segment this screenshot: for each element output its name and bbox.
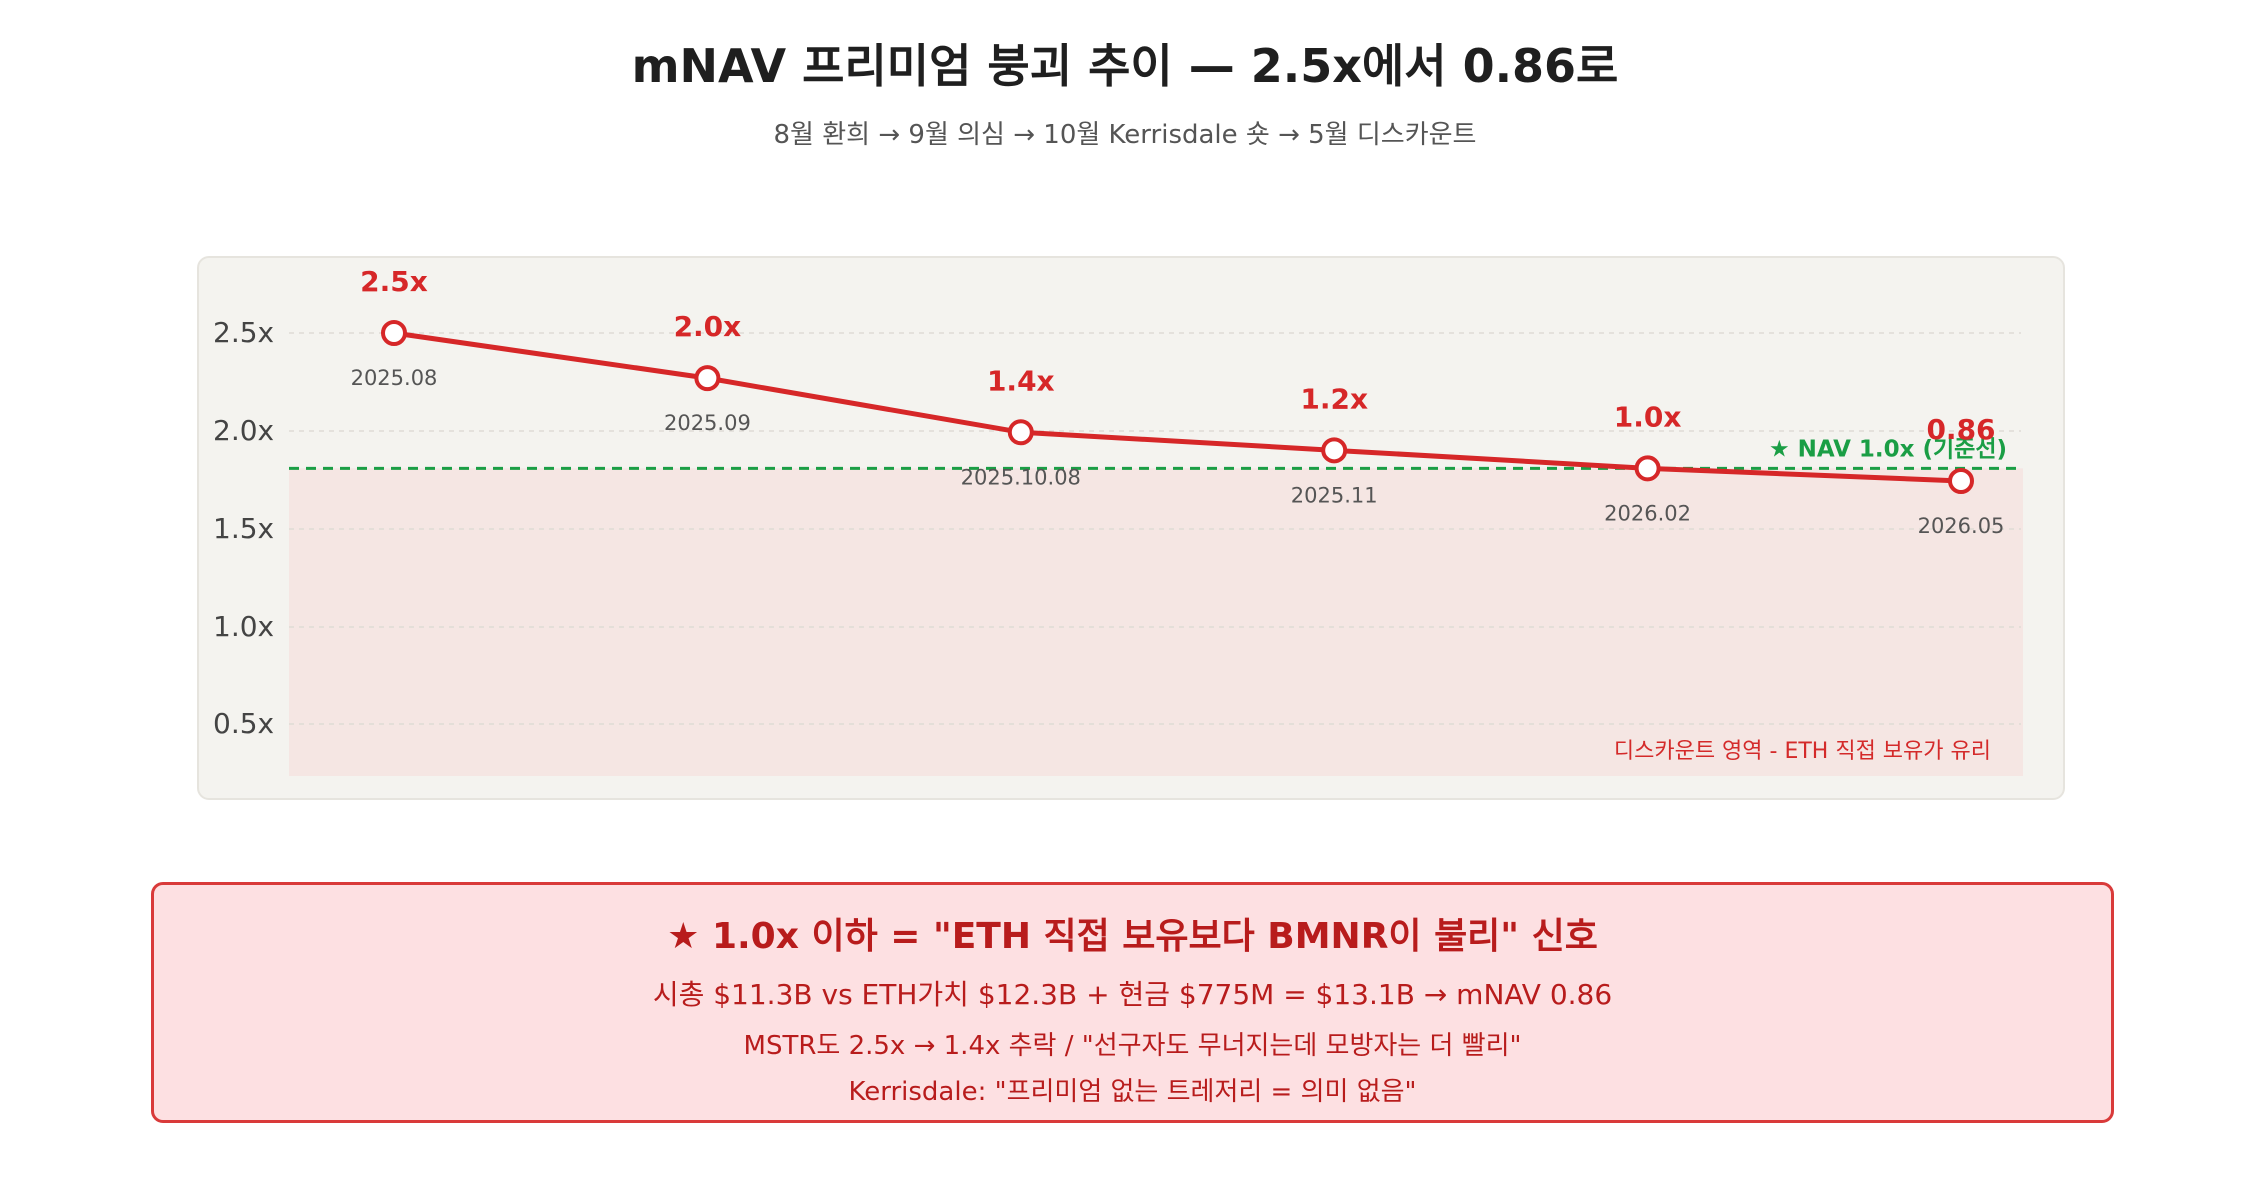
data-point xyxy=(1948,468,1974,494)
data-point xyxy=(694,365,721,392)
y-tick-label: 1.5x xyxy=(213,512,274,545)
mnav-series-line xyxy=(393,330,1962,484)
callout-headline: ★ 1.0x 이하 = "ETH 직접 보유보다 BMNR이 불리" 신호 xyxy=(667,916,1598,957)
data-label: 2.5x xyxy=(360,265,428,298)
x-date-label: 2026.05 xyxy=(1918,514,2005,538)
y-tick-label: 2.5x xyxy=(213,316,274,349)
callout-line-kerrisdale: Kerrisdale: "프리미엄 없는 트레저리 = 의미 없음" xyxy=(848,1077,1417,1107)
data-label: 2.0x xyxy=(674,310,742,343)
data-point xyxy=(381,320,407,346)
y-tick-label: 0.5x xyxy=(213,707,274,740)
data-point xyxy=(1007,419,1034,446)
chart-panel: 2.5x 2.0x 1.5x 1.0x 0.5x 디스카운트 영역 - ETH 직접 보유… xyxy=(197,256,2065,800)
chart-title: mNAV 프리미엄 붕괴 추이 — 2.5x에서 0.86로 xyxy=(631,39,1619,93)
discount-zone xyxy=(289,468,2023,776)
x-date-label: 2025.10.08 xyxy=(961,465,1081,489)
callout-line-valuation: 시총 $11.3B vs ETH가치 $12.3B + 현금 $775M = $… xyxy=(652,978,1613,1011)
data-point xyxy=(1321,437,1348,464)
callout-line-mstr: MSTR도 2.5x → 1.4x 추락 / "선구자도 무너지는데 모방자는 … xyxy=(743,1031,1522,1061)
data-label: 0.86 xyxy=(1926,413,1995,446)
data-label: 1.4x xyxy=(987,364,1055,397)
nav-reference-label: ★ NAV 1.0x (기준선) xyxy=(1769,436,2007,462)
y-tick-label: 1.0x xyxy=(213,610,274,643)
discount-zone-label: 디스카운트 영역 - ETH 직접 보유가 유리 xyxy=(1614,739,1991,764)
chart-subtitle: 8월 환희 → 9월 의심 → 10월 Kerrisdale 숏 → 5월 디스… xyxy=(773,120,1477,150)
data-point xyxy=(1634,455,1661,482)
data-label: 1.0x xyxy=(1614,400,1682,433)
x-date-label: 2025.11 xyxy=(1291,483,1378,507)
data-label: 1.2x xyxy=(1300,382,1368,415)
x-date-label: 2025.08 xyxy=(351,366,438,390)
x-date-label: 2025.09 xyxy=(664,411,751,435)
x-date-label: 2026.02 xyxy=(1604,501,1691,525)
callout-box: ★ 1.0x 이하 = "ETH 직접 보유보다 BMNR이 불리" 신호 시총… xyxy=(151,882,2114,1123)
mnav-line-chart: 2.5x 2.0x 1.5x 1.0x 0.5x 디스카운트 영역 - ETH 직접 보유… xyxy=(213,265,2023,776)
y-tick-label: 2.0x xyxy=(213,414,274,447)
